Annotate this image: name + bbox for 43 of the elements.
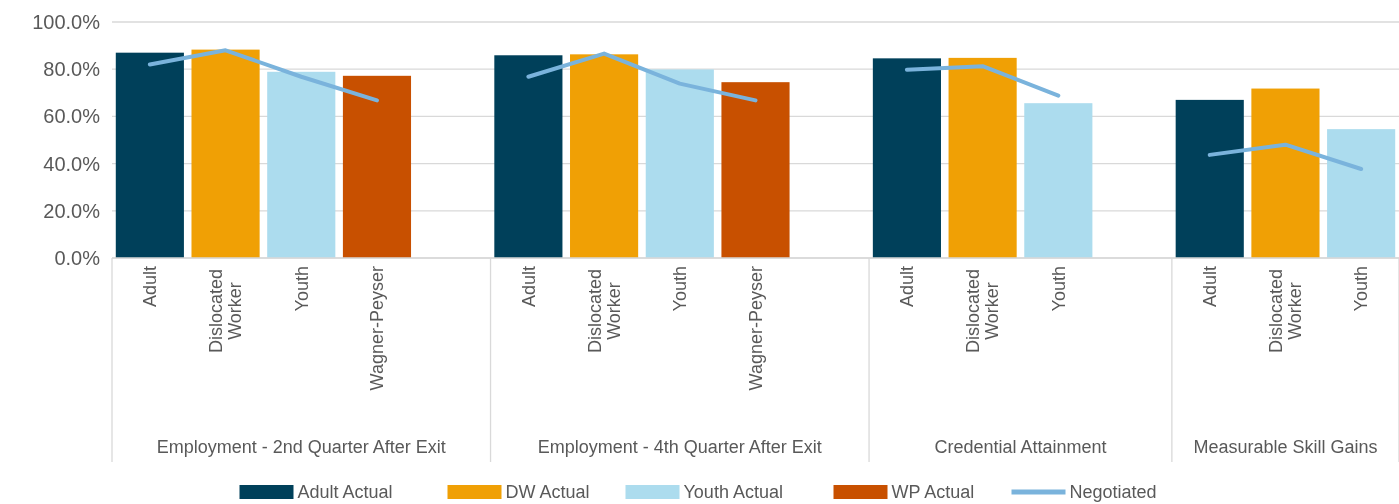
- bar: [570, 54, 639, 258]
- legend-label: WP Actual: [891, 482, 975, 503]
- text: Credential Attainment: [934, 437, 1107, 458]
- bar: [721, 82, 790, 258]
- x-tick-label: Adult: [140, 266, 161, 308]
- y-tick-label: 20.0%: [43, 199, 101, 222]
- x-tick-label: Youth: [1048, 266, 1069, 312]
- y-tick-label: 60.0%: [43, 105, 101, 128]
- text: Employment - 4th Quarter After Exit: [537, 437, 822, 458]
- x-tick-label: Dislocated Worker: [963, 268, 1003, 354]
- x-tick-label: Youth: [670, 266, 691, 312]
- bar: [645, 69, 714, 258]
- x-tick-label: Wagner-Peyser: [367, 266, 388, 391]
- y-tick-label: 80.0%: [43, 58, 101, 81]
- legend-label: Adult Actual: [297, 482, 393, 503]
- x-tick-label: Wagner-Peyser: [745, 266, 766, 391]
- x-tick-label: Adult: [518, 266, 539, 308]
- x-tick-label: Adult: [897, 266, 918, 308]
- y-tick-label: 100.0%: [32, 11, 101, 33]
- x-tick-label: Dislocated Worker: [584, 268, 624, 354]
- text: Employment - 2nd Quarter After Exit: [156, 437, 446, 458]
- x-tick-label: Youth: [291, 266, 312, 312]
- bar: [948, 57, 1017, 258]
- bar: [267, 71, 336, 258]
- bar: [191, 49, 260, 258]
- y-tick-label: 0.0%: [54, 247, 101, 269]
- x-tick-label: Dislocated Worker: [206, 268, 246, 354]
- y-tick-label: 40.0%: [43, 152, 101, 175]
- legend-label: Negotiated: [1069, 482, 1157, 503]
- x-tick-label: Dislocated Worker: [1266, 268, 1306, 354]
- x-tick-label: Adult: [1200, 266, 1221, 308]
- bar: [342, 75, 412, 258]
- legend-label: Youth Actual: [683, 482, 783, 503]
- bar: [115, 52, 184, 258]
- text: Measurable Skill Gains: [1193, 437, 1378, 458]
- bar: [1327, 129, 1396, 258]
- bar: [1175, 99, 1244, 258]
- bar: [1024, 103, 1093, 258]
- x-tick-label: Youth: [1351, 266, 1372, 312]
- bar: [872, 58, 941, 258]
- legend-label: DW Actual: [505, 482, 590, 503]
- bar: [1251, 88, 1320, 258]
- bar: [494, 55, 563, 258]
